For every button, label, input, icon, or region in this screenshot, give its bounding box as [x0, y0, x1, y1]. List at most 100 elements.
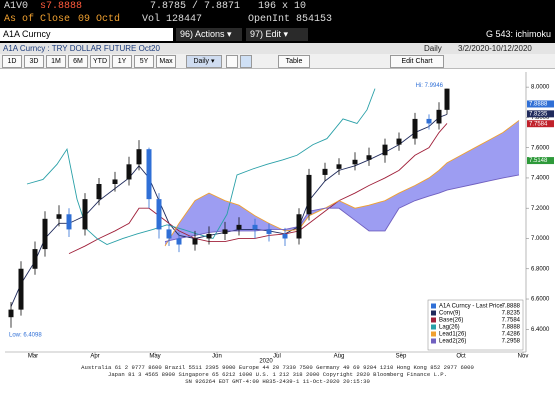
x-tick-label: Apr	[90, 354, 99, 360]
y-tick-label: 7.2000	[531, 206, 550, 212]
candle-body	[322, 168, 328, 175]
candle-body	[82, 199, 88, 230]
icon-button[interactable]	[240, 55, 252, 68]
candle-body	[336, 164, 342, 169]
security-input[interactable]: A1A Curncy	[0, 28, 173, 41]
x-year-label: 2020	[259, 359, 273, 364]
cloud	[447, 155, 461, 191]
legend-label: Base(26)	[439, 318, 463, 324]
chart: 2020 6.4000 6.6000 6.8000 7.0000 7.2000 7.400…	[5, 72, 554, 364]
candle-body	[236, 224, 242, 230]
range-button[interactable]: YTD	[90, 55, 110, 68]
candle-body	[206, 233, 212, 239]
range-button[interactable]: 1Y	[112, 55, 132, 68]
candle-body	[18, 268, 24, 310]
legend-swatch	[431, 310, 436, 316]
indicator-line	[164, 120, 520, 247]
legend-swatch	[431, 338, 436, 344]
candle-body	[382, 144, 388, 156]
candle-body	[192, 238, 198, 245]
description-bar: A1A Curncy : TRY DOLLAR FUTURE Oct20 Dai…	[0, 43, 555, 54]
candle-body	[412, 118, 418, 139]
candle-body	[252, 224, 258, 230]
y-tick-label: 7.4000	[531, 176, 550, 182]
price-tag-label: 7.8235	[529, 111, 548, 117]
indicator-line	[68, 123, 448, 255]
size: 196 x 10	[258, 1, 307, 12]
legend-label: Lag(26)	[439, 325, 460, 331]
footer-line: SN 926264 EDT GMT-4:00 H835-2439-1 11-Oc…	[185, 378, 370, 385]
table-button[interactable]: Table	[278, 55, 310, 68]
candle-body	[222, 229, 228, 234]
candle-body	[136, 149, 142, 165]
range-button[interactable]: 5Y	[134, 55, 154, 68]
legend-value: 7.7584	[502, 318, 521, 324]
cloud	[369, 200, 385, 231]
x-tick-label: Mar	[28, 354, 38, 360]
range-button[interactable]: 6M	[68, 55, 88, 68]
high-label: Hi: 7.9946	[416, 83, 444, 89]
legend-label: Lead1(26)	[439, 332, 466, 338]
cloud	[461, 147, 475, 188]
range-button[interactable]: Max	[156, 55, 176, 68]
candle-body	[146, 149, 152, 200]
y-tick-label: 6.6000	[531, 297, 550, 303]
price-tag-label: 7.8888	[529, 102, 548, 108]
candle-body	[112, 179, 118, 184]
date-range: 3/2/2020-10/12/2020	[458, 44, 532, 53]
candle-body	[366, 155, 372, 160]
candle-body	[8, 309, 14, 318]
legend-value: 7.8888	[502, 304, 521, 310]
footer-line: Australia 61 2 9777 8600 Brazil 5511 239…	[81, 364, 474, 371]
candle-body	[266, 229, 272, 234]
legend-label: Lead2(26)	[439, 339, 466, 345]
open-interest: OpenInt 854153	[248, 14, 333, 25]
range-button[interactable]: 1M	[46, 55, 66, 68]
x-tick-label: Oct	[456, 354, 466, 360]
legend-swatch	[431, 331, 436, 337]
candle-body	[282, 233, 288, 239]
x-tick-label: May	[149, 354, 160, 360]
legend-label: A1A Curncy - Last Price	[439, 304, 503, 310]
header: A1V0 s7.8888 7.8785 / 7.8871 196 x 10 As…	[0, 0, 555, 43]
candle-body	[352, 159, 358, 165]
toolbar: Daily ▾ Table Edit Chart 1D 3D 1M 6M YTD 1Y 5Y…	[0, 54, 555, 69]
candle-body	[166, 229, 172, 239]
frequency-button[interactable]: Daily ▾	[186, 55, 222, 68]
cloud	[429, 170, 439, 197]
candle-body	[96, 184, 102, 200]
candle-body	[296, 214, 302, 239]
legend-value: 7.2958	[502, 339, 521, 345]
icon-button[interactable]	[226, 55, 238, 68]
range-button[interactable]: 1D	[2, 55, 22, 68]
cloud	[475, 140, 489, 184]
page-code: G 543: ichimoku	[485, 29, 551, 39]
legend-value: 7.8235	[502, 311, 521, 317]
candle-body	[42, 218, 48, 250]
candle-body	[32, 249, 38, 269]
candle-body	[444, 88, 450, 110]
legend-label: Conv(9)	[439, 311, 460, 317]
y-tick-label: 6.4000	[531, 327, 550, 333]
description: A1A Curncy : TRY DOLLAR FUTURE Oct20	[3, 44, 160, 53]
actions-menu[interactable]: 96) Actions ▾	[176, 28, 242, 41]
candle-body	[66, 214, 72, 230]
low-label: Low: 6.4098	[9, 332, 42, 338]
bid-ask: 7.8785 / 7.8871	[150, 1, 241, 12]
x-tick-label: Jul	[273, 354, 281, 360]
y-tick-label: 6.8000	[531, 266, 550, 272]
last-price: s7.8888	[40, 1, 83, 12]
volume: Vol 128447	[142, 14, 203, 25]
range-button[interactable]: 3D	[24, 55, 44, 68]
y-tick-label: 7.8000	[531, 115, 550, 121]
edit-chart-button[interactable]: Edit Chart	[390, 55, 444, 68]
candle-body	[156, 199, 162, 230]
legend-value: 7.8888	[502, 325, 521, 331]
y-tick-label: 8.0000	[531, 85, 550, 91]
candle-body	[426, 118, 432, 124]
price-tag	[527, 100, 554, 108]
edit-menu[interactable]: 97) Edit ▾	[246, 28, 308, 41]
legend-swatch	[431, 317, 436, 323]
footer-line: Japan 81 3 4565 8900 Singapore 65 6212 1…	[107, 371, 448, 378]
